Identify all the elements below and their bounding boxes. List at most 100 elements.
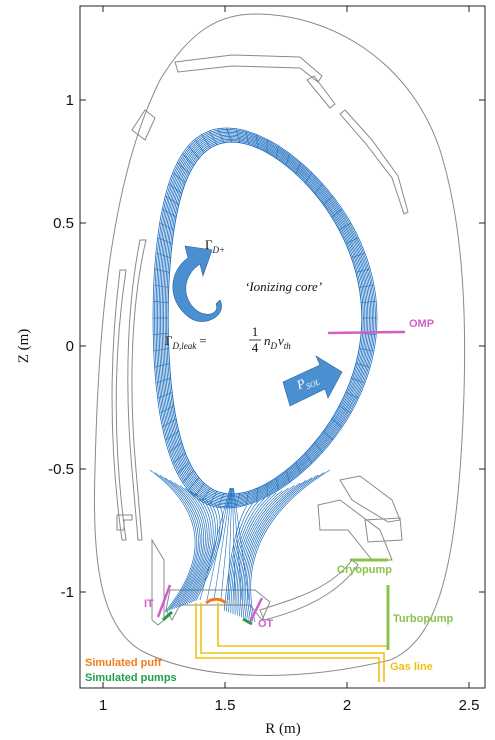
ot-mark: [248, 597, 264, 623]
mesh-spoke: [165, 430, 179, 441]
mesh-spoke: [168, 442, 182, 453]
mesh-spoke: [314, 183, 323, 194]
y-ticks: [80, 99, 485, 593]
mesh-spoke: [217, 493, 225, 508]
mesh-spoke: [153, 333, 169, 335]
x-tick-label: 2: [343, 697, 351, 714]
svg-text:1: 1: [252, 324, 259, 339]
divertor-leg-line: [247, 474, 319, 621]
turbopump-label: Turbopump: [393, 613, 454, 625]
mesh-spoke: [256, 134, 258, 149]
y-axis-label: Z (m): [16, 329, 32, 364]
divertor-leg-line: [230, 498, 265, 614]
mesh-spoke: [155, 377, 171, 384]
divertor-leg-line: [245, 477, 313, 620]
private-flux-line: [232, 487, 236, 601]
y-tick-label: -0.5: [48, 461, 74, 478]
mesh-spoke: [188, 145, 199, 159]
flux-curved-arrow: [172, 245, 222, 322]
svg-text:nDvth: nDvth: [264, 333, 291, 351]
psol-arrow: [282, 355, 343, 407]
mesh-spoke: [162, 208, 177, 218]
mesh-spoke: [165, 195, 179, 206]
divertor-leg-line: [188, 498, 216, 604]
divertor-leg-line: [184, 492, 212, 605]
y-tick-label: -1: [61, 584, 74, 601]
private-flux-line: [213, 487, 232, 601]
divertor-leg-line: [232, 495, 271, 615]
plasma-mesh: [149, 127, 378, 623]
mesh-spoke: [345, 237, 359, 244]
mesh-spoke: [314, 442, 323, 453]
divertor-leg-line: [149, 469, 196, 613]
divertor-leg-line: [182, 490, 210, 606]
private-flux-line: [233, 487, 250, 601]
svg-text:ΓD,leak=: ΓD,leak =: [165, 333, 207, 351]
divertor-leg-line: [241, 482, 301, 619]
mesh-spoke: [153, 284, 169, 288]
mesh-spoke: [162, 418, 177, 428]
simulated-pump-mark-inner: [162, 610, 173, 622]
mesh-spoke: [153, 301, 169, 303]
mesh-spoke: [285, 153, 290, 166]
private-flux-line: [199, 487, 231, 601]
private-flux-line: [220, 487, 232, 601]
mesh-spoke: [201, 134, 211, 149]
simulated-pump-mark-outer: [242, 617, 253, 626]
it-mark: [156, 584, 172, 618]
mesh-spoke: [359, 348, 374, 352]
divertor-leg-line: [238, 487, 289, 617]
mesh-spoke: [182, 470, 194, 483]
it-label: IT: [144, 598, 154, 610]
svg-text:4: 4: [252, 340, 259, 355]
leak-equation: ΓD,leak = 1 4 nDvth: [165, 324, 291, 355]
mesh-spoke: [245, 491, 249, 506]
mesh-spoke: [157, 237, 173, 244]
mesh-spoke: [245, 130, 249, 145]
mesh-spoke: [177, 162, 190, 175]
divertor-leg-line: [248, 472, 325, 622]
divertor-leg-line: [174, 482, 204, 609]
mesh-spoke: [355, 363, 371, 368]
mesh-spoke: [235, 128, 241, 143]
mesh-spoke: [177, 461, 190, 474]
simulated-puff-mark: [205, 597, 227, 605]
gas-line-label: Gas line: [390, 661, 433, 673]
x-ticks: [102, 6, 470, 688]
divertor-leg-line: [226, 503, 253, 612]
mesh-spoke: [331, 208, 343, 218]
mesh-spoke: [209, 130, 218, 145]
plot-frame: [79, 5, 486, 689]
ionizing-core-label: ‘Ionizing core’: [245, 279, 322, 294]
divertor-leg-line: [169, 480, 203, 610]
x-axis-label: R (m): [265, 721, 300, 737]
mesh-spoke: [155, 252, 171, 259]
mesh-spoke: [361, 301, 377, 303]
mesh-spoke: [153, 348, 169, 352]
mesh-spoke: [168, 183, 182, 194]
mesh-spoke: [305, 172, 312, 184]
divertor-leg-line: [236, 490, 283, 616]
x-tick-label: 1: [99, 697, 107, 714]
mesh-spoke: [295, 162, 301, 174]
divertor-leg-line: [193, 503, 221, 602]
mesh-spoke: [323, 430, 333, 441]
flux-ion-label: ΓD+: [205, 237, 225, 255]
mesh-spoke: [339, 222, 351, 231]
mesh-spoke: [159, 405, 175, 414]
simulated-puff-label: Simulated puff: [85, 657, 162, 669]
private-flux-line: [232, 487, 243, 601]
divertor-leg-line: [243, 480, 307, 619]
divertor-leg-line: [228, 500, 259, 613]
divertor-leg-line: [191, 500, 218, 603]
divertor-leg-line: [164, 477, 201, 610]
divertor-leg-line: [159, 474, 199, 611]
mesh-spoke: [154, 268, 170, 273]
simulated-pumps-label: Simulated pumps: [85, 672, 177, 684]
mesh-spoke: [182, 153, 194, 166]
omp-mark: [327, 330, 406, 335]
mesh-spoke: [154, 363, 170, 368]
mesh-spoke: [226, 127, 233, 143]
divertor-leg-line: [250, 469, 331, 623]
